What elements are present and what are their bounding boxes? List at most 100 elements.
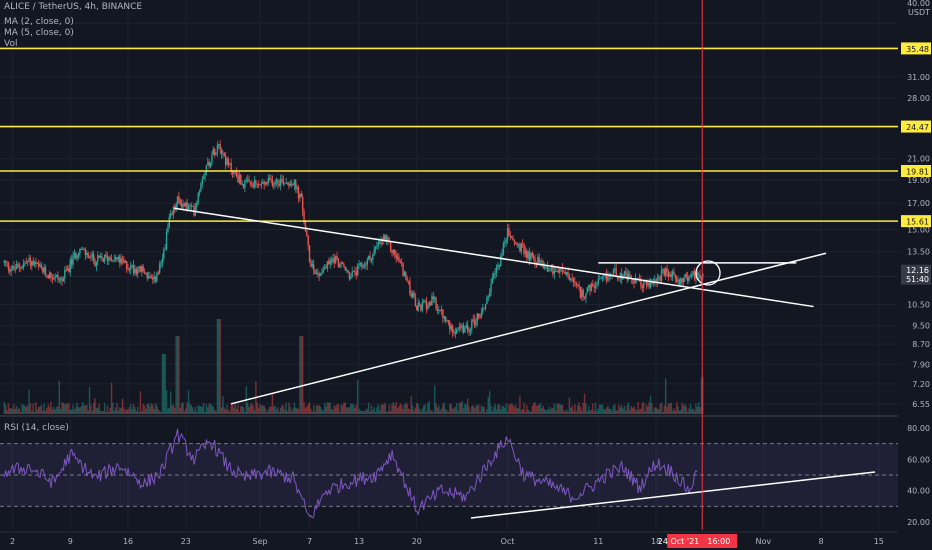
volume-bar xyxy=(472,405,474,414)
volume-bar xyxy=(333,405,335,414)
candle-body xyxy=(264,181,267,185)
volume-bar xyxy=(453,408,455,414)
candle-body xyxy=(43,267,45,273)
volume-bar xyxy=(388,404,390,414)
volume-bar xyxy=(322,410,324,414)
volume-bar xyxy=(279,407,282,414)
candle-body xyxy=(484,304,487,309)
candle-body xyxy=(94,261,96,267)
time-tick-label: 18 xyxy=(651,537,661,546)
candle-body xyxy=(147,276,150,279)
candle-body xyxy=(482,308,484,313)
candle-body xyxy=(205,165,208,173)
candle-body xyxy=(574,282,576,284)
volume-bar xyxy=(277,406,279,414)
candle-body xyxy=(223,153,225,156)
volume-bar xyxy=(11,408,14,414)
volume-bar xyxy=(440,408,443,414)
volume-bar xyxy=(457,410,459,414)
volume-bar xyxy=(229,411,231,414)
volume-bar xyxy=(422,405,425,414)
candle-body xyxy=(285,182,287,184)
candle-body xyxy=(348,272,351,279)
volume-bar xyxy=(241,405,243,414)
candle-body xyxy=(190,205,192,207)
candle-body xyxy=(260,183,263,186)
volume-bar xyxy=(91,410,93,414)
volume-bar xyxy=(293,402,296,414)
volume-bar xyxy=(37,407,40,414)
volume-bar xyxy=(539,403,542,414)
volume-bar xyxy=(451,408,454,414)
level-price-tag-bg-0 xyxy=(901,42,931,55)
volume-bar xyxy=(48,407,51,414)
volume-bar xyxy=(123,407,125,414)
volume-bar xyxy=(301,336,304,414)
candle-body xyxy=(215,152,217,156)
candle-body xyxy=(229,163,231,165)
volume-bar xyxy=(128,407,131,414)
horizontal-levels[interactable] xyxy=(0,47,898,222)
candle-body xyxy=(363,264,366,267)
trend-drawings[interactable] xyxy=(174,207,827,405)
volume-bar xyxy=(142,404,144,414)
candle-body xyxy=(307,236,309,246)
rsi-legend[interactable]: RSI (14, close) xyxy=(4,423,69,434)
candle-body xyxy=(235,172,238,177)
volume-bar xyxy=(509,404,511,414)
candle-body xyxy=(473,319,476,326)
candle-body xyxy=(355,272,357,276)
candle-body xyxy=(674,274,676,279)
volume-bar xyxy=(39,406,41,414)
volume-bar xyxy=(466,398,469,414)
volume-bar xyxy=(237,404,239,414)
candle-body xyxy=(616,276,619,278)
volume-bar xyxy=(218,319,220,414)
volume-bar xyxy=(179,407,181,414)
volume-bar xyxy=(119,407,121,414)
volume-bar xyxy=(616,410,619,414)
volume-bar xyxy=(692,408,694,414)
candle-body xyxy=(134,268,136,273)
ma-legend-2[interactable]: MA (5, close, 0) xyxy=(4,28,74,39)
price-axis[interactable]: 40.00 31.00 28.00 21.00 19.00 17.00 15.00 13.50… xyxy=(898,0,932,550)
volume-bar xyxy=(26,405,29,414)
candle-body xyxy=(682,277,685,282)
candle-body xyxy=(154,276,157,282)
volume-bar xyxy=(328,402,330,414)
candle-body xyxy=(222,153,224,155)
volume-bar xyxy=(24,405,26,414)
volume-bar xyxy=(438,405,440,414)
candle-body xyxy=(465,325,467,328)
candle-body xyxy=(138,266,140,270)
candle-body xyxy=(435,297,437,310)
candle-body xyxy=(328,260,330,265)
volume-bar xyxy=(493,406,495,414)
volume-legend[interactable]: Vol xyxy=(4,39,17,50)
volume-bar xyxy=(614,404,616,414)
volume-bar xyxy=(634,408,637,414)
volume-bar xyxy=(427,402,429,414)
candle-body xyxy=(248,179,250,182)
volume-bar xyxy=(178,336,180,414)
time-tick-label: 8 xyxy=(819,537,824,546)
candle-body xyxy=(666,268,668,272)
ma-legend-1[interactable]: MA (2, close, 0) xyxy=(4,17,74,28)
candle-body xyxy=(255,180,257,184)
volume-bar xyxy=(498,403,500,414)
price-tick-label: 21.00 xyxy=(907,155,930,164)
volume-bar xyxy=(186,402,188,414)
candle-body xyxy=(69,259,71,272)
time-axis[interactable]: 2 9 16 23 Sep 7 13 20 Oct 11 18 Nov 8 15 24 Oct '21 16:… xyxy=(0,531,932,550)
candle-body xyxy=(376,246,378,248)
candle-body xyxy=(171,213,173,215)
candle-body xyxy=(187,205,190,209)
symbol-legend[interactable]: ALICE / TetherUS, 4h, BINANCE xyxy=(4,2,142,13)
candle-body xyxy=(471,319,473,330)
volume-bar xyxy=(4,404,7,414)
level-price-tag-3: 15.61 xyxy=(906,218,929,227)
volume-bar xyxy=(308,402,311,414)
candle-body xyxy=(398,256,400,262)
candle-body xyxy=(530,253,532,261)
